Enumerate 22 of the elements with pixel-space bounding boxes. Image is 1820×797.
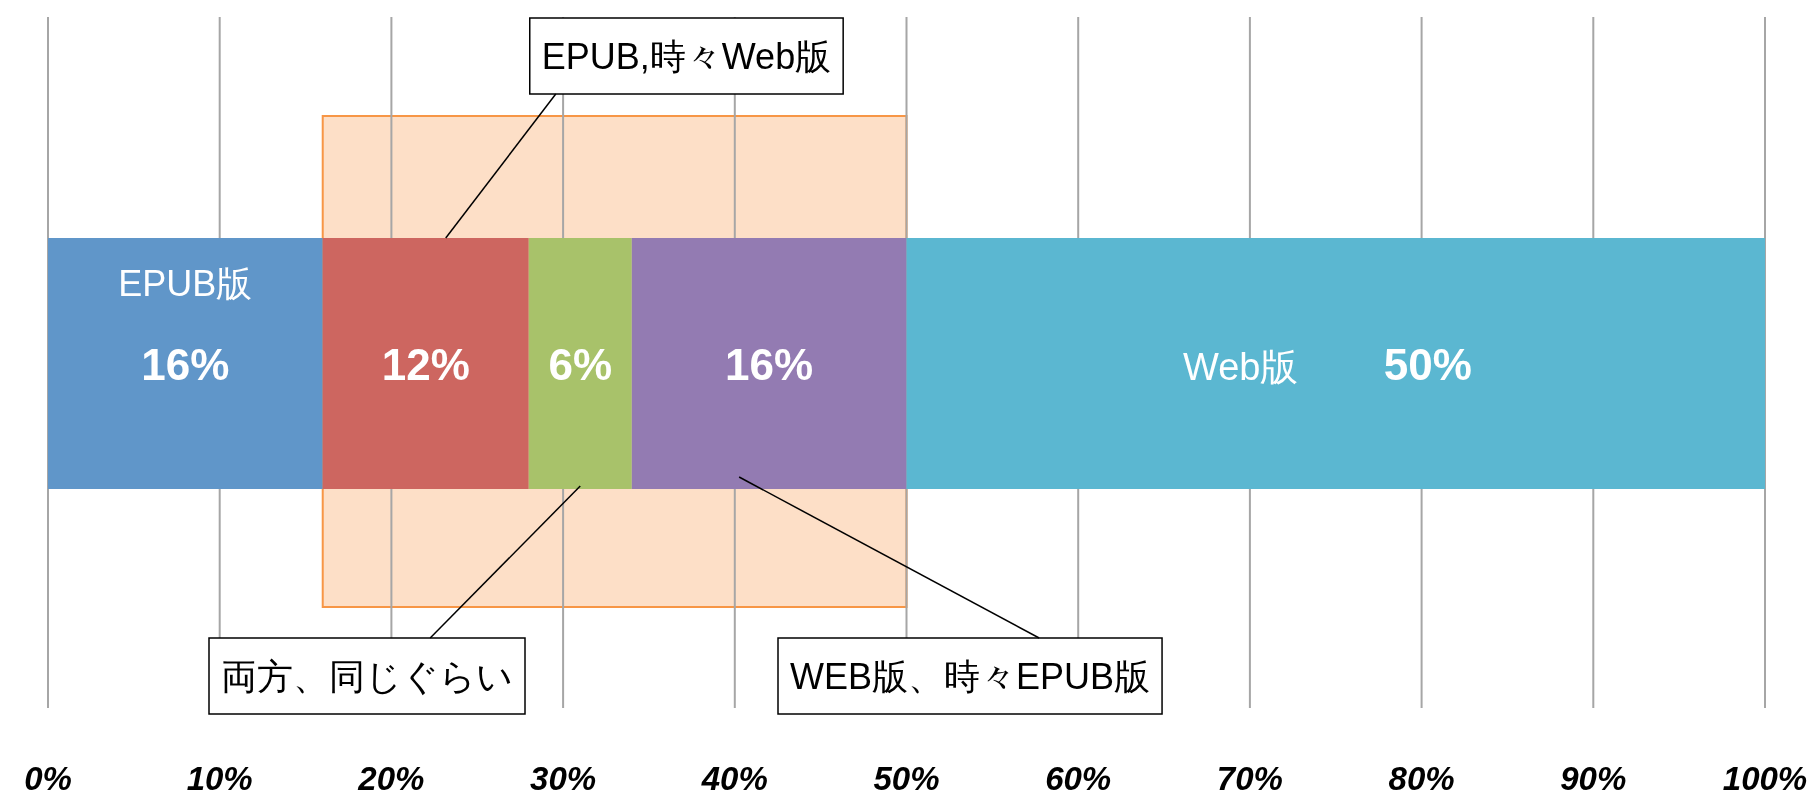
bar: [322, 238, 529, 489]
data-label: 16%: [141, 340, 230, 389]
series-label: EPUB版: [118, 263, 253, 304]
x-tick-label: 10%: [186, 760, 253, 797]
data-label: 16%: [725, 340, 814, 389]
x-tick-label: 50%: [873, 760, 940, 797]
x-tick-label: 80%: [1388, 760, 1455, 797]
x-tick-label: 100%: [1722, 760, 1808, 797]
x-tick-label: 30%: [530, 760, 597, 797]
bar: [631, 238, 907, 489]
bar: [48, 238, 323, 489]
x-tick-label: 70%: [1216, 760, 1283, 797]
x-tick-label: 0%: [24, 760, 72, 797]
data-label: 6%: [548, 340, 613, 389]
x-tick-label: 60%: [1045, 760, 1112, 797]
data-label: 50%: [1383, 340, 1472, 389]
x-tick-label: 40%: [700, 760, 768, 797]
x-tick-label: 20%: [357, 760, 425, 797]
series-label: Web版: [1183, 346, 1299, 388]
x-tick-label: 90%: [1560, 760, 1627, 797]
data-label: 12%: [381, 340, 470, 389]
bar: [528, 238, 632, 489]
